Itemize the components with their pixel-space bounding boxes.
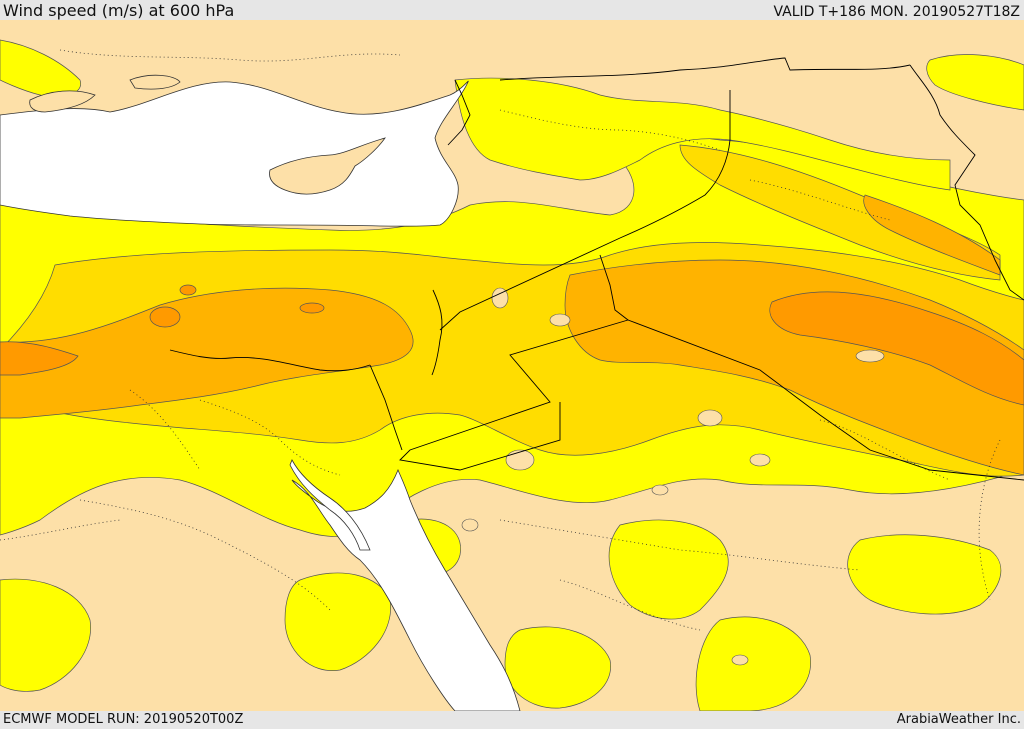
sea-areas bbox=[0, 80, 521, 711]
wind-speed-map-svg bbox=[0, 20, 1024, 711]
valid-time-label: VALID T+186 MON. 20190527T18Z bbox=[773, 4, 1020, 20]
gulf-of-suez bbox=[289, 459, 371, 551]
wind-pockets bbox=[461, 287, 885, 666]
credit-label: ArabiaWeather Inc. bbox=[896, 712, 1021, 727]
red-sea bbox=[291, 468, 521, 711]
map-title: Wind speed (m/s) at 600 hPa bbox=[3, 1, 235, 20]
wind-band-deep-orange bbox=[0, 284, 1024, 406]
model-run-label: ECMWF MODEL RUN: 20190520T00Z bbox=[3, 712, 244, 727]
map-header: Wind speed (m/s) at 600 hPa VALID T+186 … bbox=[0, 0, 1024, 20]
weather-map[interactable] bbox=[0, 20, 1024, 711]
map-footer: ECMWF MODEL RUN: 20190520T00Z ArabiaWeat… bbox=[0, 711, 1024, 729]
cyprus bbox=[269, 137, 386, 195]
mediterranean-sea bbox=[0, 80, 469, 227]
admin-boundaries bbox=[0, 49, 1001, 631]
country-borders bbox=[169, 57, 1024, 481]
islands bbox=[29, 74, 386, 195]
